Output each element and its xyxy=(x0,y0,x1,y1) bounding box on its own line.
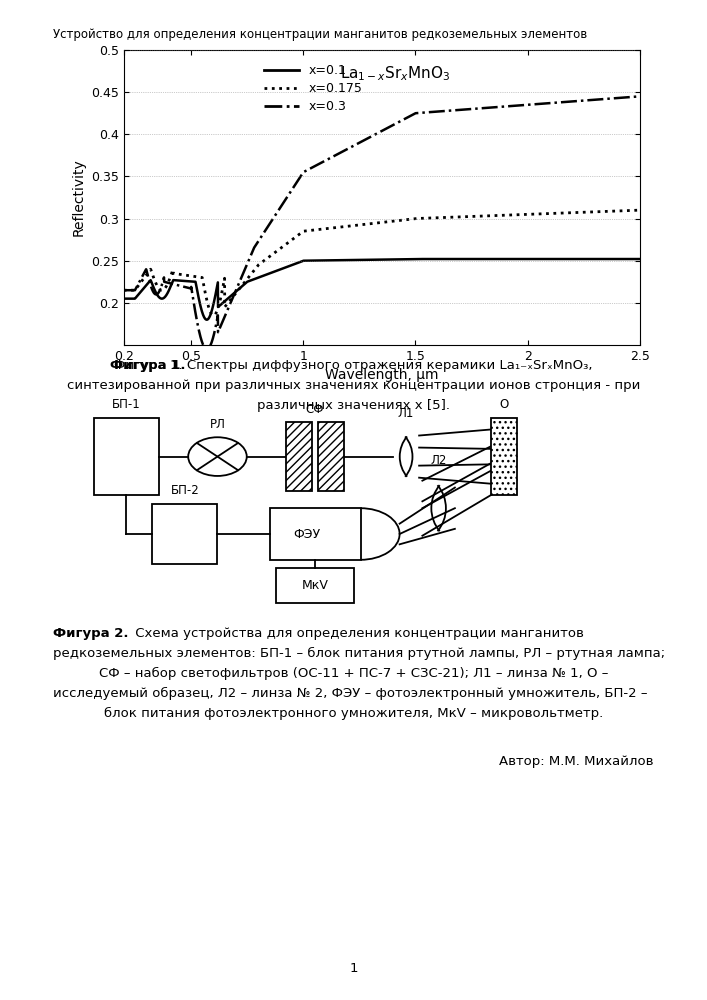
x=0.1 xyxy=(340,254,349,266)
Text: 1: 1 xyxy=(349,962,358,975)
x=0.1 xyxy=(317,254,326,266)
x=0.175 xyxy=(317,223,326,235)
Text: редкоземельных элементов: БП-1 – блок питания ртутной лампы, РЛ – ртутная лампа;: редкоземельных элементов: БП-1 – блок пи… xyxy=(53,647,665,660)
Text: МкV: МкV xyxy=(302,579,329,592)
Text: СФ: СФ xyxy=(306,403,325,416)
Text: Л2: Л2 xyxy=(431,454,447,467)
Bar xyxy=(276,568,354,603)
Text: Л1: Л1 xyxy=(398,407,414,420)
Text: Устройство для определения концентрации манганитов редкоземельных элементов: Устройство для определения концентрации … xyxy=(53,28,588,41)
x=0.175 xyxy=(119,284,128,296)
Legend: x=0.1, x=0.175, x=0.3: x=0.1, x=0.175, x=0.3 xyxy=(259,59,368,118)
Bar xyxy=(269,508,361,560)
Bar xyxy=(491,418,517,495)
x=0.3 xyxy=(203,343,211,355)
Text: Фигура 1.: Фигура 1. xyxy=(110,359,185,372)
Line: x=0.175: x=0.175 xyxy=(124,210,640,315)
Bar xyxy=(286,422,312,491)
Text: Фигура 2.: Фигура 2. xyxy=(53,627,129,640)
x=0.1 xyxy=(209,298,218,310)
Text: БП-1: БП-1 xyxy=(112,398,141,411)
Text: исследуемый образец, Л2 – линза № 2, ФЭУ – фотоэлектронный умножитель, БП-2 –: исследуемый образец, Л2 – линза № 2, ФЭУ… xyxy=(53,687,648,700)
Text: La$_{1-x}$Sr$_x$MnO$_3$: La$_{1-x}$Sr$_x$MnO$_3$ xyxy=(341,65,451,83)
x=0.1 xyxy=(178,275,187,287)
Text: Фигура 1. Спектры диффузного отражения керамики La₁₋ₓSrₓMnO₃,: Фигура 1. Спектры диффузного отражения к… xyxy=(115,359,592,372)
Y-axis label: Reflectivity: Reflectivity xyxy=(71,159,86,236)
Text: блок питания фотоэлектронного умножителя, МкV – микровольтметр.: блок питания фотоэлектронного умножителя… xyxy=(104,707,603,720)
x=0.3 xyxy=(626,91,634,103)
Text: О: О xyxy=(499,398,508,411)
Bar xyxy=(153,504,218,564)
Text: СФ – набор светофильтров (ОС-11 + ПС-7 + СЗС-21); Л1 – линза № 1, О –: СФ – набор светофильтров (ОС-11 + ПС-7 +… xyxy=(99,667,608,680)
Bar xyxy=(94,418,159,495)
x=0.3 xyxy=(119,284,128,296)
Text: ФЭУ: ФЭУ xyxy=(293,528,321,540)
Text: синтезированной при различных значениях концентрации ионов стронция - при: синтезированной при различных значениях … xyxy=(67,379,640,392)
x=0.1 xyxy=(119,293,128,305)
x=0.1 xyxy=(626,253,634,265)
x=0.1 xyxy=(411,253,420,265)
x=0.3 xyxy=(317,156,326,168)
Bar xyxy=(318,422,344,491)
x=0.1 xyxy=(636,253,644,265)
x=0.1 xyxy=(202,314,211,326)
x=0.3 xyxy=(636,90,644,102)
Text: Автор: М.М. Михайлов: Автор: М.М. Михайлов xyxy=(499,755,654,768)
x=0.1 xyxy=(571,253,579,265)
x=0.175 xyxy=(340,221,349,233)
x=0.3 xyxy=(340,145,349,157)
x=0.3 xyxy=(178,280,187,292)
x=0.3 xyxy=(209,331,218,343)
x=0.175 xyxy=(178,269,187,281)
x=0.175 xyxy=(570,207,578,219)
Line: x=0.1: x=0.1 xyxy=(124,259,640,320)
X-axis label: Wavelength, μm: Wavelength, μm xyxy=(325,368,438,382)
Text: РЛ: РЛ xyxy=(209,418,226,431)
Text: различных значениях x [5].: различных значениях x [5]. xyxy=(257,399,450,412)
x=0.175 xyxy=(209,309,218,321)
x=0.175 xyxy=(209,309,218,321)
x=0.3 xyxy=(570,95,578,107)
Text: БП-2: БП-2 xyxy=(170,484,199,497)
x=0.175 xyxy=(636,204,644,216)
Line: x=0.3: x=0.3 xyxy=(124,96,640,349)
Text: Схема устройства для определения концентрации манганитов: Схема устройства для определения концент… xyxy=(131,627,584,640)
x=0.175 xyxy=(626,205,634,217)
